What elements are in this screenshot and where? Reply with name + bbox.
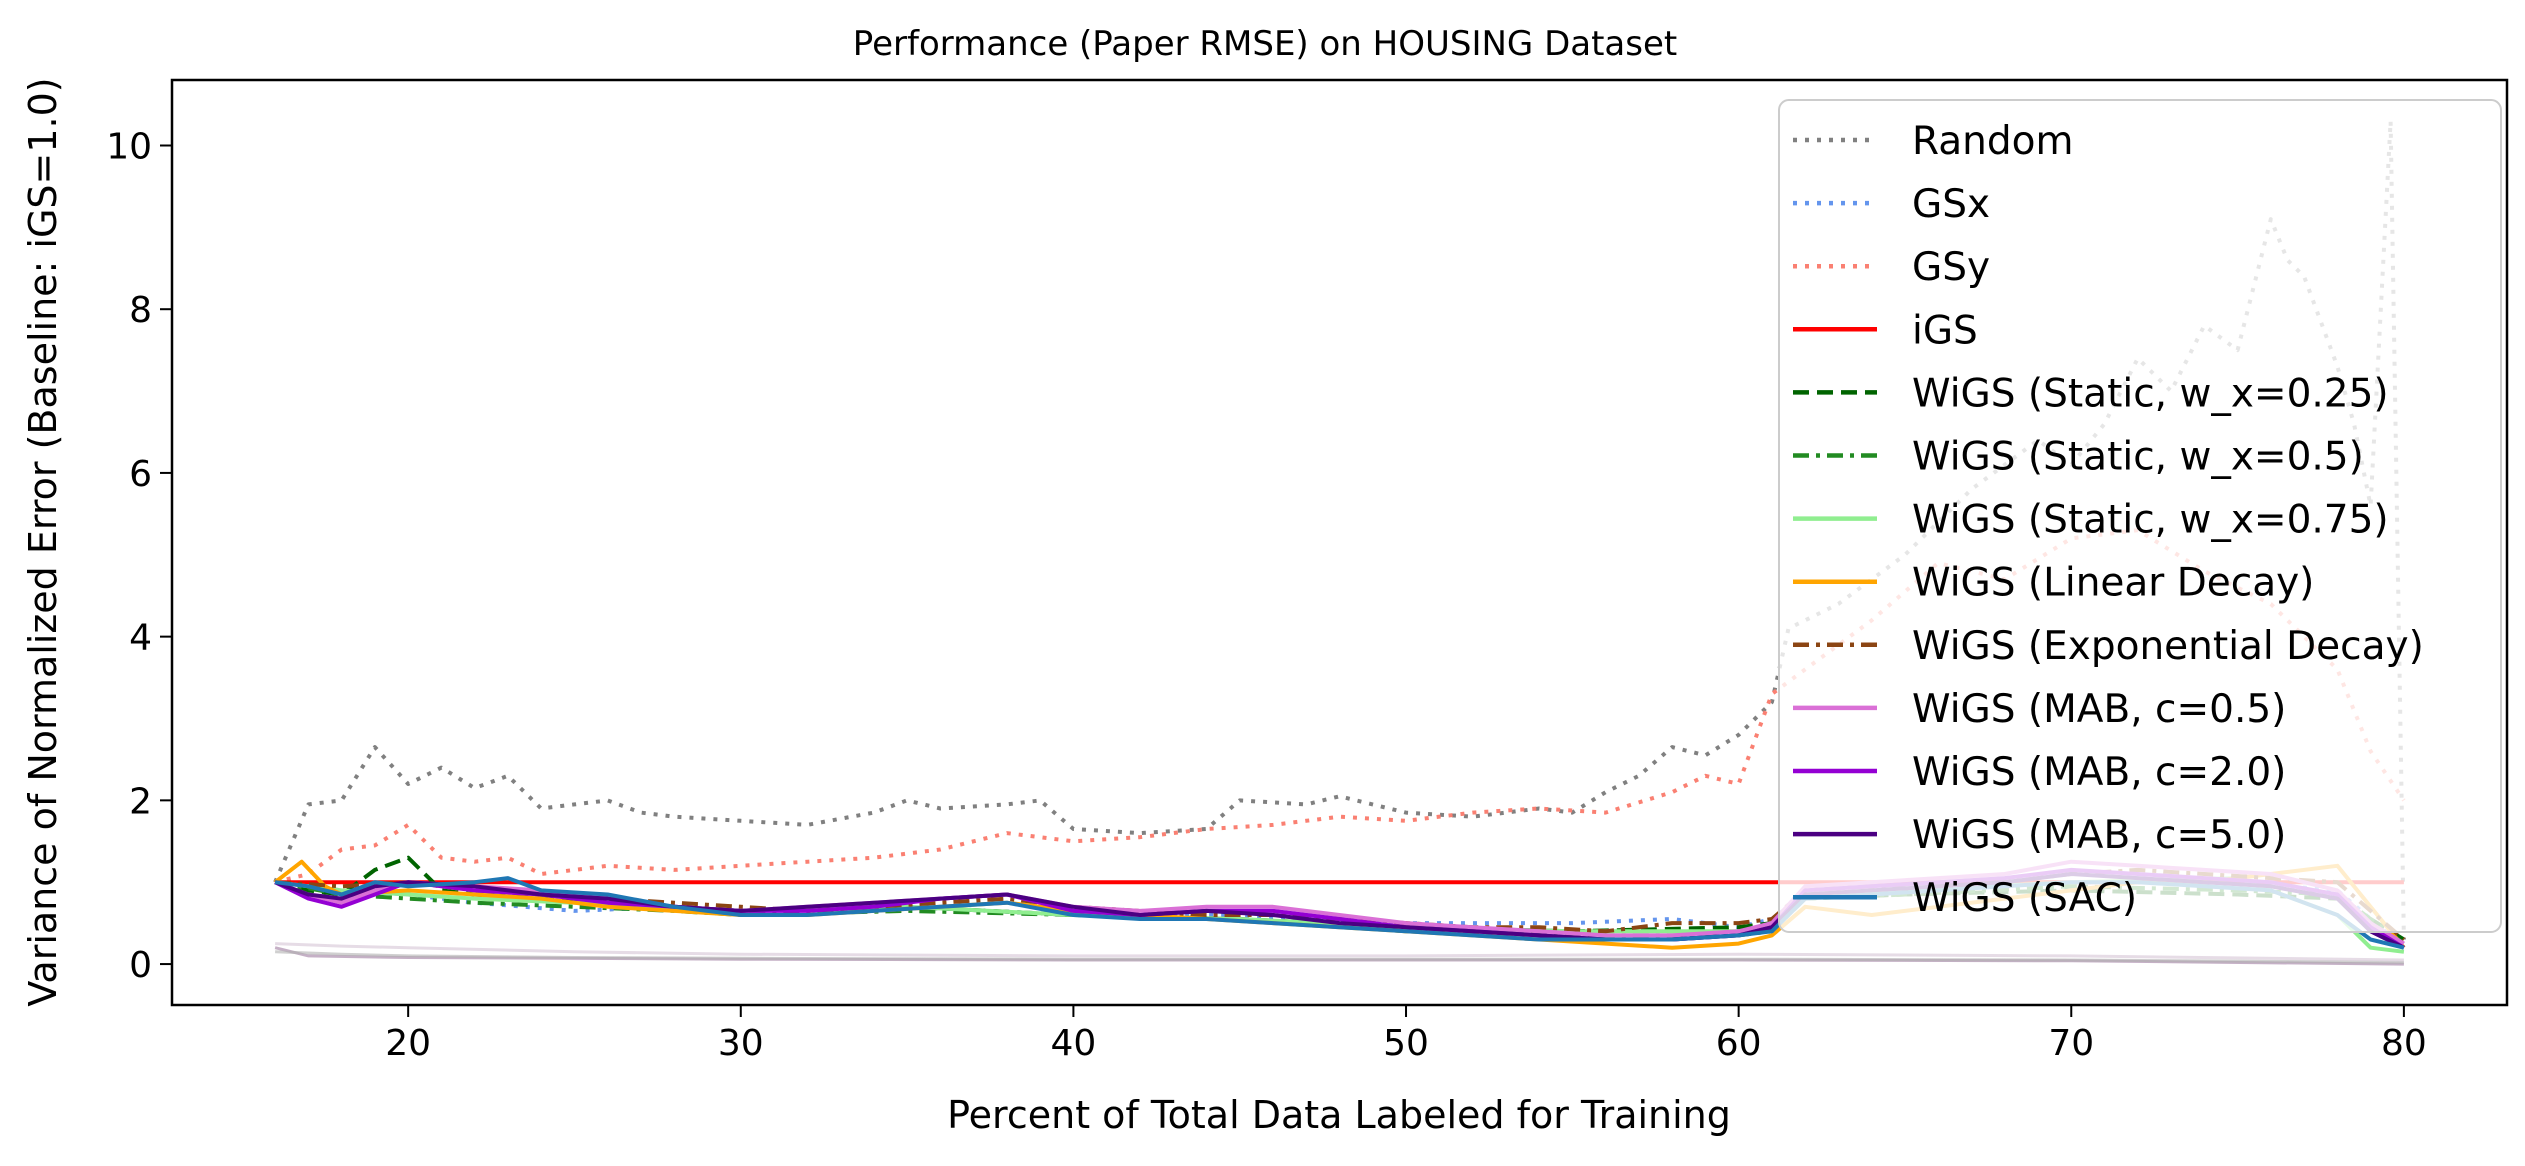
chart-title: Performance (Paper RMSE) on HOUSING Data…	[853, 24, 1677, 64]
legend-label-3: GSy	[1912, 245, 1990, 290]
faint-lines	[274, 942, 2404, 966]
x-tick-label: 80	[2381, 1023, 2427, 1064]
x-axis: 20 30 40 50 60 70 80	[385, 1005, 2427, 1064]
y-tick-label: 4	[129, 618, 152, 659]
legend-label-12: WiGS (MAB, c=5.0)	[1912, 813, 2286, 858]
legend-label-8: WiGS (Linear Decay)	[1912, 561, 2314, 606]
series-line-3	[274, 528, 2406, 885]
series-line-6	[274, 880, 2406, 946]
x-tick-label: 20	[385, 1023, 431, 1064]
legend-label-9: WiGS (Exponential Decay)	[1912, 624, 2424, 669]
y-tick-label: 8	[129, 290, 152, 331]
y-axis: 0 2 4 6 8 10	[106, 126, 172, 986]
faint-line-3	[275, 942, 2404, 962]
x-tick-label: 70	[2048, 1023, 2094, 1064]
y-axis-label: Variance of Normalized Error (Baseline: …	[21, 77, 65, 1006]
legend: Random GSx GSy iGS WiGS (Static, w_x=0.25) Wi…	[1778, 99, 2502, 933]
series-line-1	[273, 118, 2406, 940]
x-tick-label: 60	[1716, 1023, 1762, 1064]
faint-line-2	[275, 950, 2404, 964]
x-tick-label: 50	[1383, 1023, 1429, 1064]
x-axis-label: Percent of Total Data Labeled for Traini…	[947, 1093, 1731, 1137]
x-tick-label: 40	[1050, 1023, 1096, 1064]
legend-label-7: WiGS (Static, w_x=0.75)	[1912, 498, 2389, 543]
legend-label-4: iGS	[1912, 308, 1978, 353]
y-tick-label: 6	[129, 454, 152, 495]
x-tick-label: 30	[718, 1023, 764, 1064]
legend-label-6: WiGS (Static, w_x=0.5)	[1912, 435, 2364, 480]
legend-box	[1778, 99, 2502, 933]
legend-label-13: WiGS (SAC)	[1912, 876, 2137, 921]
y-tick-label: 0	[129, 945, 152, 986]
y-tick-label: 10	[106, 126, 152, 167]
legend-label-2: GSx	[1912, 182, 1990, 227]
legend-label-5: WiGS (Static, w_x=0.25)	[1912, 371, 2389, 416]
legend-label-1: Random	[1912, 119, 2073, 164]
legend-label-11: WiGS (MAB, c=2.0)	[1912, 750, 2286, 795]
legend-label-10: WiGS (MAB, c=0.5)	[1912, 687, 2286, 732]
y-tick-label: 2	[129, 781, 152, 822]
plot-frame	[170, 78, 2509, 1007]
